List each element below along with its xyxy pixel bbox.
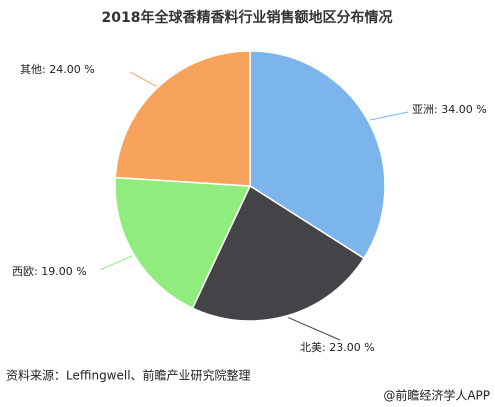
data-label: 其他: 24.00 % [20,63,95,76]
source-note: 资料来源：Leffingwell、前瞻产业研究院整理 [6,368,251,383]
pie-slice [249,50,386,260]
leader-line [288,317,341,341]
footer: @前瞻经济学人APP [383,388,490,403]
data-label: 亚洲: 34.00 % [412,103,487,116]
pie-slice [191,184,366,322]
pie-slice [114,176,252,310]
leader-line [369,111,409,121]
leader-line [99,255,133,271]
leader-line [129,71,157,87]
data-label: 西欧: 19.00 % [12,265,87,278]
chart-title: 2018年全球香精香料行业销售额地区分布情况 [102,9,393,26]
pie-slice [114,50,251,187]
data-label: 北美: 23.00 % [300,341,375,354]
